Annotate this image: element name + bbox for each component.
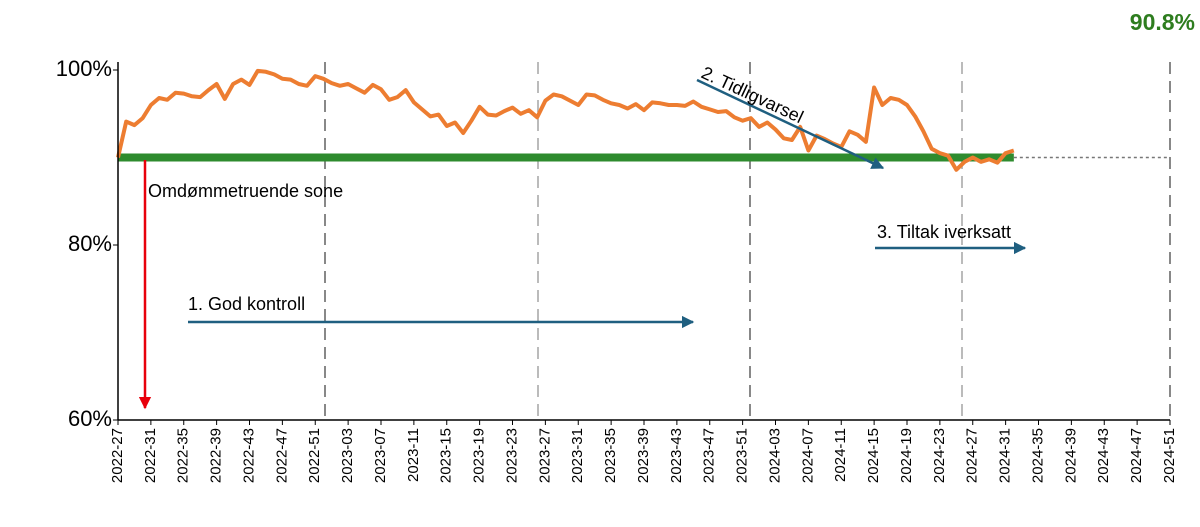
headline: 90.8% [1130, 9, 1195, 35]
x-tick-label: 2024-27 [964, 428, 981, 483]
x-tick-label: 2024-03 [766, 428, 783, 483]
x-tick-label: 2023-11 [405, 428, 422, 482]
annotation: 3. Tiltak iverksatt [877, 222, 1011, 242]
x-tick-label: 2022-35 [175, 428, 192, 483]
x-tick-label: 2023-27 [536, 428, 553, 483]
threshold-label: Omdømmetruende sone [148, 181, 343, 201]
x-tick-label: 2022-27 [109, 428, 126, 483]
y-tick-label: 80% [68, 231, 112, 256]
x-tick-label: 2023-07 [372, 428, 389, 483]
x-tick-label: 2022-39 [208, 428, 225, 483]
x-tick-label: 2023-47 [701, 428, 718, 483]
x-tick-label: 2022-31 [142, 428, 159, 483]
x-tick-label: 2024-07 [799, 428, 816, 483]
x-tick-label: 2023-51 [734, 428, 751, 483]
x-tick-label: 2024-47 [1128, 428, 1145, 483]
y-tick-label: 60% [68, 406, 112, 431]
arrow [696, 78, 885, 170]
x-tick-label: 2024-39 [1062, 428, 1079, 483]
x-tick-label: 2023-43 [668, 428, 685, 483]
x-tick-label: 2024-35 [1029, 428, 1046, 483]
plot [116, 68, 1170, 172]
x-tick-label: 2023-31 [569, 428, 586, 483]
x-tick-label: 2022-47 [273, 428, 290, 483]
x-tick-label: 2023-19 [471, 428, 488, 483]
x-tick-label: 2022-43 [240, 428, 257, 483]
y-tick-label: 100% [56, 56, 112, 81]
x-tick-label: 2023-15 [438, 428, 455, 483]
x-tick-label: 2023-03 [339, 428, 356, 483]
x-tick-label: 2024-43 [1095, 428, 1112, 483]
period-dividers [324, 62, 1171, 420]
x-tick-label: 2022-51 [306, 428, 323, 483]
x-tick-label: 2023-35 [602, 428, 619, 483]
x-tick-label: 2024-15 [865, 428, 882, 483]
x-tick-label: 2024-11 [832, 428, 849, 482]
x-tick-label: 2024-23 [931, 428, 948, 483]
x-tick-label: 2023-23 [503, 428, 520, 483]
x-tick-label: 2023-39 [635, 428, 652, 483]
annotation: 1. God kontroll [188, 294, 305, 314]
x-tick-label: 2024-31 [997, 428, 1014, 483]
data-line [116, 68, 1015, 172]
x-tick-label: 2024-19 [898, 428, 915, 483]
x-tick-label: 2024-51 [1161, 428, 1178, 483]
